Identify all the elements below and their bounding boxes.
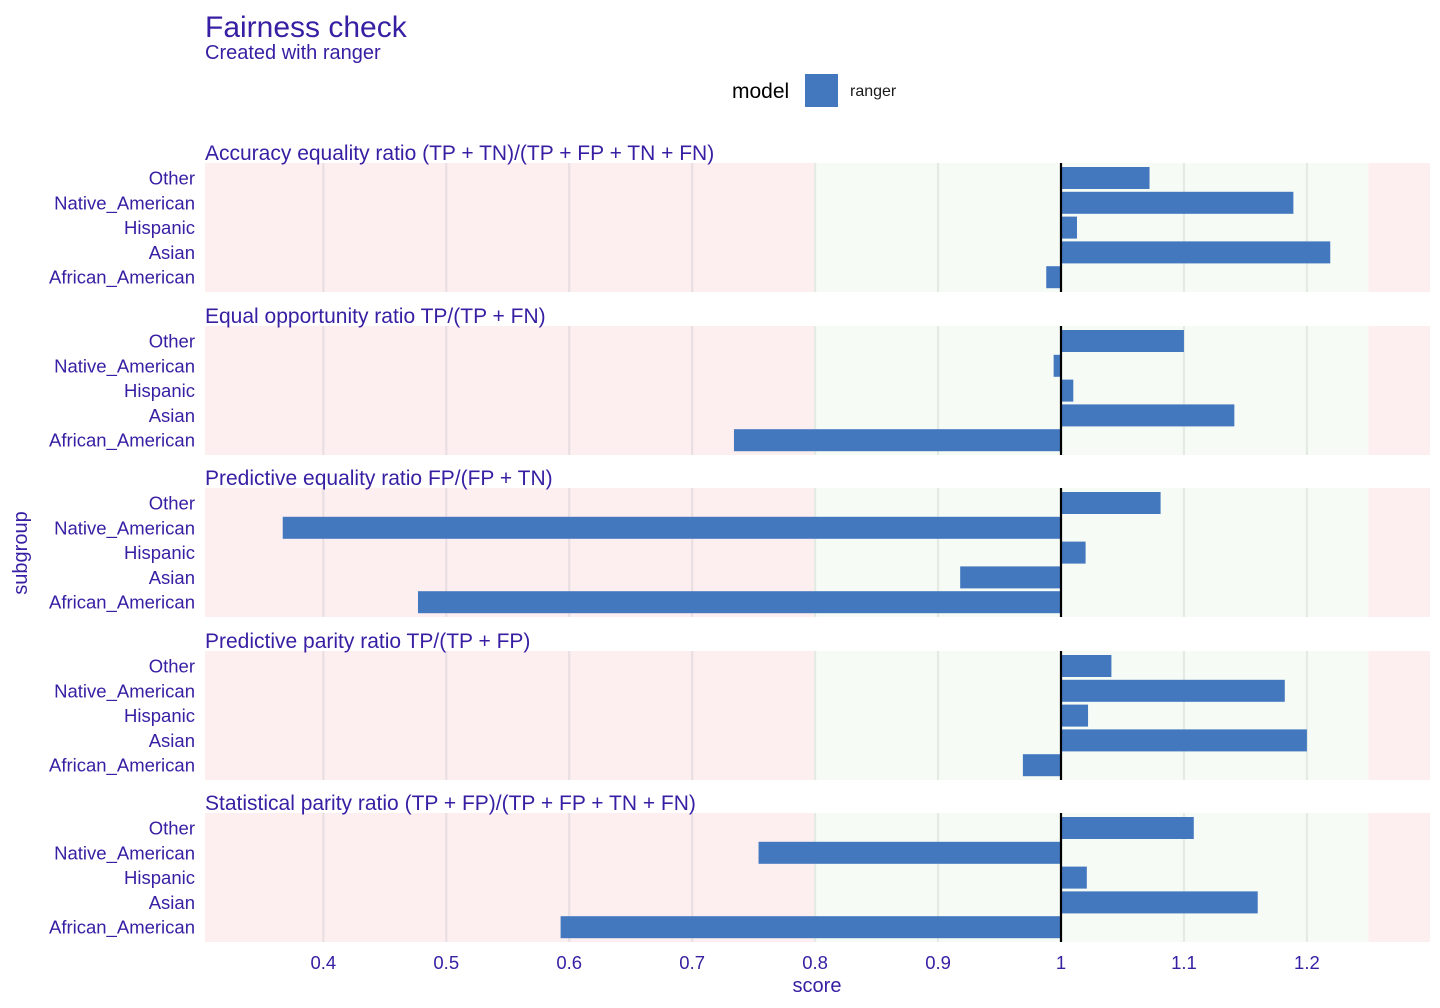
unfair-zone-right [1368,488,1430,617]
bar-other [1061,817,1194,839]
y-tick-label: Asian [149,242,195,263]
bar-other [1061,167,1150,189]
y-tick-label: African_American [49,430,195,452]
legend-title: model [732,80,789,103]
bar-native-american [282,516,1061,539]
y-tick-label: Asian [149,892,195,913]
bar-hispanic [1061,541,1086,564]
unfair-zone-left [205,651,816,780]
panel-2: Equal opportunity ratio TP/(TP + FN) Othe… [49,305,1430,455]
panel-3: Predictive equality ratio FP/(FP + TN) Ot… [49,467,1430,617]
y-tick-label: Other [149,168,195,189]
y-tick-label: African_American [49,267,195,289]
x-axis: 0.4 0.5 0.6 0.7 0.8 0.9 1 1.1 1.2 [310,952,1319,973]
bar-african-american [1022,754,1061,777]
x-axis-label: score [793,975,842,997]
x-tick-label: 1.2 [1294,952,1320,973]
bar-native-american [1061,679,1285,702]
x-tick-label: 0.5 [433,952,459,973]
x-tick-label: 1 [1056,952,1066,973]
bar-asian [1061,241,1331,264]
panel-title: Statistical parity ratio (TP + FP)/(TP +… [205,792,696,815]
y-tick-label: African_American [49,755,195,777]
y-tick-label: Asian [149,567,195,588]
y-tick-label: Other [149,818,195,839]
bar-other [1061,330,1184,352]
unfair-zone-left [205,326,816,455]
bar-hispanic [1061,704,1089,727]
panel-title: Equal opportunity ratio TP/(TP + FN) [205,305,546,328]
x-tick-label: 0.4 [310,952,336,973]
panel-4: Predictive parity ratio TP/(TP + FP) Othe… [49,630,1430,780]
x-tick-label: 0.7 [679,952,705,973]
panel-5: Statistical parity ratio (TP + FP)/(TP +… [49,792,1430,942]
y-tick-label: Native_American [54,192,195,214]
bar-native-american [1061,191,1294,214]
y-tick-label: Native_American [54,842,195,864]
y-tick-label: Other [149,656,195,677]
y-tick-label: Hispanic [124,542,195,563]
bar-other [1061,492,1161,514]
bar-asian [1061,891,1258,914]
panel-1: Accuracy equality ratio (TP + TN)/(TP + … [49,142,1430,292]
unfair-zone-right [1368,163,1430,292]
bar-asian [960,566,1061,589]
bar-hispanic [1061,216,1077,239]
bar-other [1061,655,1112,677]
y-tick-label: Native_American [54,355,195,377]
y-tick-label: African_American [49,592,195,614]
unfair-zone-right [1368,813,1430,942]
y-tick-label: Asian [149,730,195,751]
bar-african-american [1046,266,1061,289]
y-tick-label: Hispanic [124,705,195,726]
y-tick-label: Native_American [54,680,195,702]
legend: model ranger [732,74,897,107]
chart-title: Fairness check [205,11,408,44]
y-axis-label: subgroup [10,511,32,594]
bar-african-american [560,916,1061,939]
x-tick-label: 0.6 [556,952,582,973]
y-tick-label: Hispanic [124,217,195,238]
panel-title: Accuracy equality ratio (TP + TN)/(TP + … [205,142,714,165]
y-tick-label: Other [149,331,195,352]
y-tick-label: Asian [149,405,195,426]
y-tick-label: Other [149,493,195,514]
legend-swatch-ranger [805,74,838,107]
bar-hispanic [1061,379,1074,402]
panel-title: Predictive equality ratio FP/(FP + TN) [205,467,553,490]
unfair-zone-right [1368,651,1430,780]
chart-subtitle: Created with ranger [205,42,381,64]
bar-asian [1061,729,1307,752]
y-tick-label: African_American [49,917,195,939]
legend-label-ranger: ranger [850,83,897,100]
bar-african-american [417,591,1061,614]
bar-native-american [758,841,1061,864]
x-tick-label: 0.8 [802,952,828,973]
bar-native-american [1053,354,1061,377]
y-tick-label: Hispanic [124,380,195,401]
panel-title: Predictive parity ratio TP/(TP + FP) [205,630,530,653]
x-tick-label: 0.9 [925,952,951,973]
y-tick-label: Hispanic [124,867,195,888]
y-tick-label: Native_American [54,517,195,539]
bar-asian [1061,404,1235,427]
x-tick-label: 1.1 [1171,952,1197,973]
unfair-zone-left [205,163,816,292]
panels: Accuracy equality ratio (TP + TN)/(TP + … [49,142,1430,942]
bar-hispanic [1061,866,1087,889]
bar-african-american [733,429,1061,452]
unfair-zone-right [1368,326,1430,455]
